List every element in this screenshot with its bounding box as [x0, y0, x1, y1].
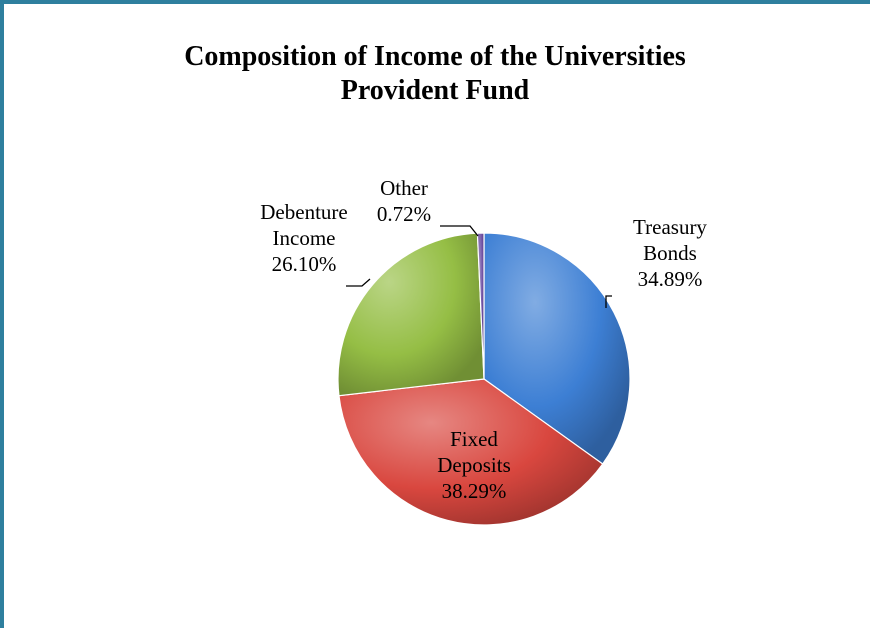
chart-title: Composition of Income of the Universitie…: [0, 40, 870, 108]
leader-line: [605, 295, 612, 308]
slice-category-label: Income: [273, 226, 336, 250]
slice-value-label: 38.29%: [442, 479, 507, 503]
frame-border-left: [0, 0, 4, 628]
pie-slice: [476, 232, 485, 380]
slice-category-label: Deposits: [437, 453, 511, 477]
slice-category-label: Debenture: [260, 200, 347, 224]
frame-border-top: [0, 0, 870, 4]
slice-category-label: Treasury: [633, 215, 707, 239]
leader-line: [440, 225, 479, 237]
slice-category-label: Fixed: [450, 427, 498, 451]
pie-slice: [337, 232, 485, 397]
chart-title-line-1: Composition of Income of the Universitie…: [184, 41, 686, 72]
chart-title-line-2: Provident Fund: [340, 75, 530, 106]
pie-slice: [483, 232, 631, 465]
slice-value-label: 34.89%: [638, 267, 703, 291]
slice-value-label: 26.10%: [272, 252, 337, 276]
slice-category-label: Bonds: [643, 241, 697, 265]
pie-slice: [338, 378, 604, 526]
leader-line: [346, 278, 371, 287]
slice-value-label: 0.72%: [377, 202, 431, 226]
slice-category-label: Other: [380, 176, 428, 200]
